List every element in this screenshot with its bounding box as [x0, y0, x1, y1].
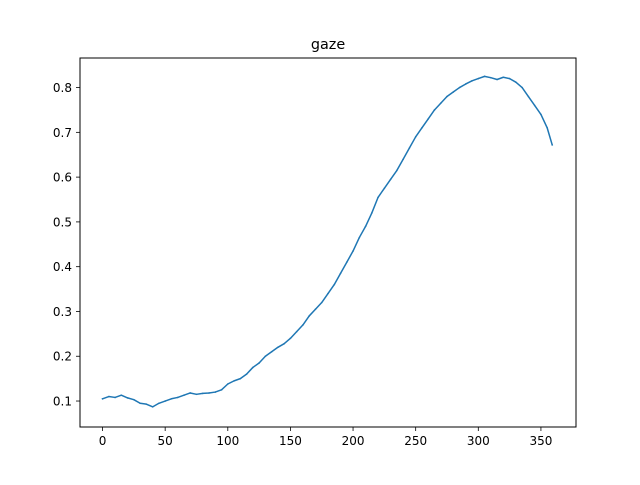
data-point [464, 83, 467, 85]
x-tick-label: 50 [158, 434, 173, 448]
axes-frame [79, 57, 577, 428]
data-point [270, 350, 273, 353]
data-point [245, 373, 248, 375]
data-point [421, 127, 423, 129]
y-tick-label: 0.5 [53, 215, 72, 229]
data-point [195, 393, 198, 396]
x-tick-label: 350 [529, 434, 552, 448]
data-point [320, 301, 323, 304]
data-point [452, 91, 455, 93]
data-point [383, 187, 386, 190]
data-point [264, 355, 267, 358]
data-point [201, 392, 204, 395]
data-point [108, 395, 110, 398]
data-point [364, 225, 367, 228]
data-point [145, 403, 148, 405]
data-point [377, 196, 379, 199]
data-point [433, 109, 436, 111]
data-point [333, 283, 336, 286]
x-tick-label: 250 [404, 434, 427, 448]
data-point [502, 76, 505, 79]
data-point [277, 346, 279, 349]
data-point [490, 76, 492, 79]
data-point [302, 324, 304, 326]
data-point [521, 86, 523, 89]
data-point [527, 95, 530, 98]
data-point [402, 158, 404, 161]
data-point [233, 380, 235, 382]
data-point [189, 392, 192, 394]
data-point [345, 261, 348, 264]
y-tick-label: 0.6 [53, 171, 72, 185]
data-point [408, 147, 411, 149]
data-point [126, 397, 129, 399]
data-point [396, 169, 398, 172]
data-point [101, 397, 104, 400]
x-tick-label: 0 [99, 434, 107, 448]
data-point [508, 77, 511, 80]
chart-title: gaze [311, 37, 346, 53]
data-point [483, 75, 486, 78]
data-point [551, 144, 553, 146]
data-point [239, 377, 242, 380]
data-point [170, 397, 173, 400]
data-point [515, 81, 517, 83]
data-point [183, 394, 185, 397]
x-tick-label: 300 [467, 434, 490, 448]
data-point [546, 127, 548, 129]
data-point [471, 80, 473, 82]
data-point [283, 342, 285, 345]
data-point [327, 292, 329, 295]
data-point [158, 402, 160, 405]
data-point [339, 272, 342, 275]
data-point [358, 236, 361, 239]
y-tick-label: 0.2 [53, 350, 72, 364]
y-tick-label: 0.3 [53, 305, 72, 319]
y-tick-label: 0.7 [53, 126, 72, 140]
data-point [533, 104, 536, 107]
data-point [208, 392, 210, 394]
data-point [176, 396, 179, 399]
plot-area: 0 50 100 150 200 250 300 350 0.1 0.2 0.3 0.4 0.5 0.6 0… [53, 75, 554, 448]
data-point [258, 362, 260, 364]
data-point [227, 383, 229, 385]
data-point [446, 95, 448, 98]
data-point [133, 398, 135, 401]
y-tick-label: 0.1 [53, 395, 72, 409]
data-point [414, 136, 417, 138]
data-point [427, 118, 430, 120]
x-tick-label: 150 [279, 434, 302, 448]
data-point [151, 406, 154, 408]
data-point [439, 102, 442, 105]
y-tick-label: 0.8 [53, 81, 72, 95]
data-point [252, 366, 254, 369]
data-point [120, 394, 123, 397]
data-point [214, 391, 217, 393]
data-point [352, 250, 354, 252]
data-point [220, 389, 223, 391]
data-point [295, 330, 298, 333]
data-point [540, 113, 542, 116]
data-point [164, 400, 166, 402]
data-point [314, 308, 317, 311]
data-point [371, 212, 373, 214]
data-point [477, 77, 480, 80]
data-point [114, 396, 116, 399]
data-point [458, 86, 461, 89]
x-tick-label: 200 [342, 434, 365, 448]
data-point [389, 178, 392, 181]
data-point [139, 402, 141, 405]
y-tick-label: 0.4 [53, 260, 72, 274]
x-tick-label: 100 [216, 434, 239, 448]
data-point [308, 315, 311, 317]
data-point [289, 337, 292, 340]
data-point [496, 78, 498, 81]
